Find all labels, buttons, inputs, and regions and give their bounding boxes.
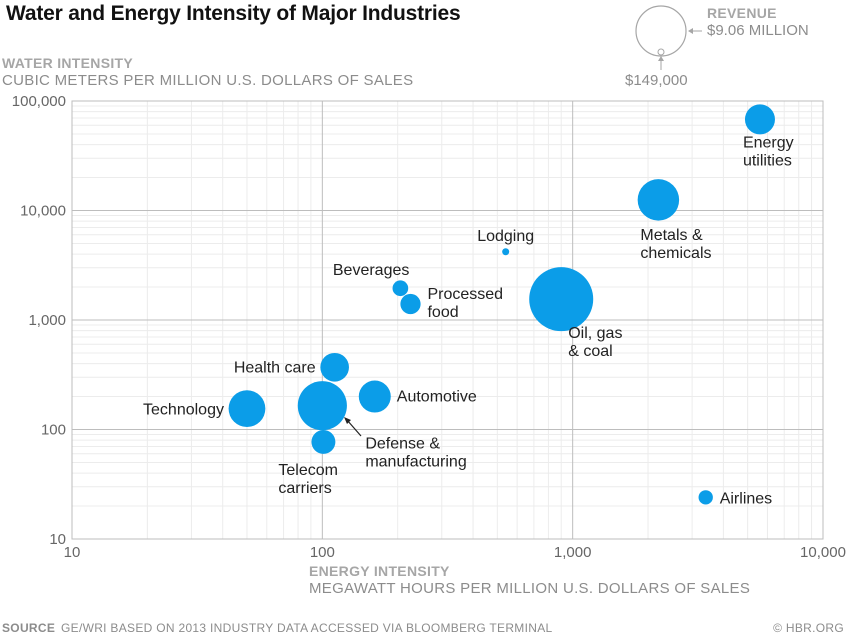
bubble <box>744 104 775 135</box>
bubble <box>400 293 421 315</box>
legend-title: REVENUE <box>707 5 777 21</box>
bubble <box>320 352 349 382</box>
x-tick-label: 100 <box>310 544 335 561</box>
legend-min-arrowhead <box>658 56 664 61</box>
x-axis-title: ENERGY INTENSITY <box>309 563 450 579</box>
bubble-label: Lodging <box>477 228 534 245</box>
x-tick-label: 10,000 <box>800 544 846 561</box>
chart-title: Water and Energy Intensity of Major Indu… <box>6 2 461 25</box>
source-label: SOURCE <box>2 621 56 635</box>
y-tick-label: 10,000 <box>20 203 66 220</box>
bubble <box>358 380 391 413</box>
bubble <box>297 381 347 431</box>
bubble-label: Processed food <box>427 286 503 321</box>
bubble <box>637 179 680 221</box>
bubble <box>529 267 594 332</box>
legend-min-circle <box>657 48 665 56</box>
revenue-legend <box>635 5 702 70</box>
bubble <box>392 280 409 297</box>
bubble <box>228 390 266 428</box>
bubble-label: Defense & manufacturing <box>365 436 466 471</box>
x-axis-subtitle: MEGAWATT HOURS PER MILLION U.S. DOLLARS … <box>309 580 751 597</box>
y-axis-subtitle: CUBIC METERS PER MILLION U.S. DOLLARS OF… <box>2 72 414 89</box>
tick-labels: 10 100 1,000 10,000 10 100 1,000 10,000 100,000 <box>12 93 846 561</box>
bubble-label: Telecom carriers <box>278 462 338 497</box>
source-text: GE/WRI BASED ON 2013 INDUSTRY DATA ACCES… <box>61 621 553 635</box>
bubble <box>311 429 336 454</box>
bubble-label: Oil, gas & coal <box>568 325 622 360</box>
bubble-label: Airlines <box>720 490 772 507</box>
defense-callout-arrow <box>344 417 362 437</box>
legend-max-label: $9.06 MILLION <box>707 22 809 39</box>
y-tick-label: 100 <box>41 422 66 439</box>
bubble <box>698 490 713 505</box>
bubble <box>502 248 510 256</box>
y-tick-label: 1,000 <box>28 312 66 329</box>
y-axis-title: WATER INTENSITY <box>2 55 134 71</box>
x-tick-label: 1,000 <box>554 544 592 561</box>
grid <box>71 100 824 540</box>
y-tick-label: 100,000 <box>12 93 66 110</box>
bubbles <box>228 104 775 505</box>
bubble-label: Metals & chemicals <box>640 227 711 262</box>
bubble-label: Health care <box>234 359 316 376</box>
bubble-label: Energy utilities <box>743 134 794 169</box>
credit-link[interactable]: © HBR.ORG <box>773 621 844 635</box>
bubble-labels: Energy utilities Metals & chemicals Lodging B… <box>143 134 794 507</box>
bubble-label: Automotive <box>397 389 477 406</box>
legend-max-arrowhead <box>688 28 693 34</box>
bubble-label: Beverages <box>333 262 410 279</box>
y-tick-label: 10 <box>49 531 66 548</box>
bubble-label: Technology <box>143 402 224 419</box>
legend-min-label: $149,000 <box>625 72 688 89</box>
x-tick-label: 10 <box>64 544 81 561</box>
